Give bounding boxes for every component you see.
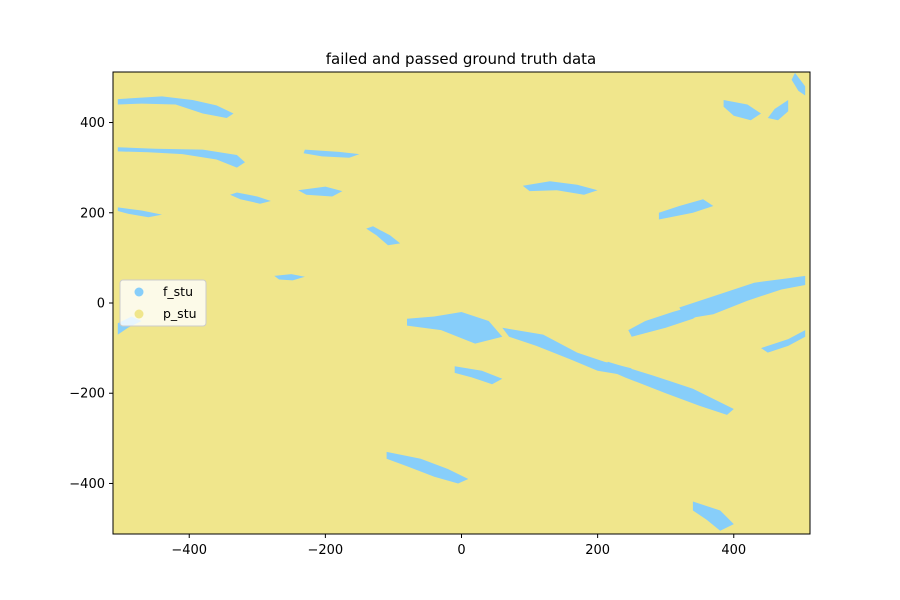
x-tick-label: 200 bbox=[585, 543, 610, 558]
legend: f_stu p_stu bbox=[119, 279, 207, 327]
region-f-stu-13 bbox=[386, 451, 469, 484]
x-axis: −400 −200 0 200 400 bbox=[171, 534, 746, 558]
y-tick-label: 400 bbox=[80, 116, 105, 131]
region-f-stu-11 bbox=[679, 275, 806, 319]
region-f-stu-4 bbox=[230, 192, 271, 204]
region-f-stu-0 bbox=[117, 96, 234, 118]
legend-marker-f-stu bbox=[134, 287, 144, 297]
legend-label-f-stu: f_stu bbox=[163, 284, 193, 299]
y-axis: −400 −200 0 200 400 bbox=[69, 116, 113, 492]
region-f-stu-17 bbox=[791, 72, 806, 96]
region-f-stu-18 bbox=[723, 100, 761, 121]
y-tick-label: −400 bbox=[69, 477, 105, 492]
region-f-stu-12 bbox=[761, 330, 806, 353]
region-layer bbox=[117, 72, 806, 531]
region-f-stu-8 bbox=[502, 327, 632, 376]
region-f-stu-22 bbox=[274, 274, 305, 281]
region-f-stu-7 bbox=[407, 312, 503, 344]
region-f-stu-16 bbox=[692, 501, 734, 531]
x-tick-label: −200 bbox=[308, 543, 344, 558]
region-f-stu-20 bbox=[767, 100, 789, 121]
region-f-stu-15 bbox=[522, 181, 598, 195]
region-f-stu-9 bbox=[604, 361, 734, 415]
region-f-stu-19 bbox=[658, 199, 714, 220]
y-tick-label: −200 bbox=[69, 387, 105, 402]
region-f-stu-21 bbox=[454, 366, 503, 385]
chart-title: failed and passed ground truth data bbox=[326, 50, 597, 68]
region-f-stu-3 bbox=[117, 207, 162, 218]
region-f-stu-2 bbox=[303, 149, 360, 158]
region-f-stu-6 bbox=[366, 226, 401, 246]
region-f-stu-1 bbox=[117, 147, 245, 168]
y-tick-label: 0 bbox=[97, 297, 105, 312]
x-tick-label: 0 bbox=[457, 543, 465, 558]
y-tick-label: 200 bbox=[80, 206, 105, 221]
x-tick-label: −400 bbox=[171, 543, 207, 558]
legend-marker-p-stu bbox=[134, 309, 144, 319]
x-tick-label: 400 bbox=[721, 543, 746, 558]
plot-area bbox=[112, 71, 811, 535]
region-f-stu-5 bbox=[298, 186, 343, 197]
legend-label-p-stu: p_stu bbox=[163, 306, 197, 321]
